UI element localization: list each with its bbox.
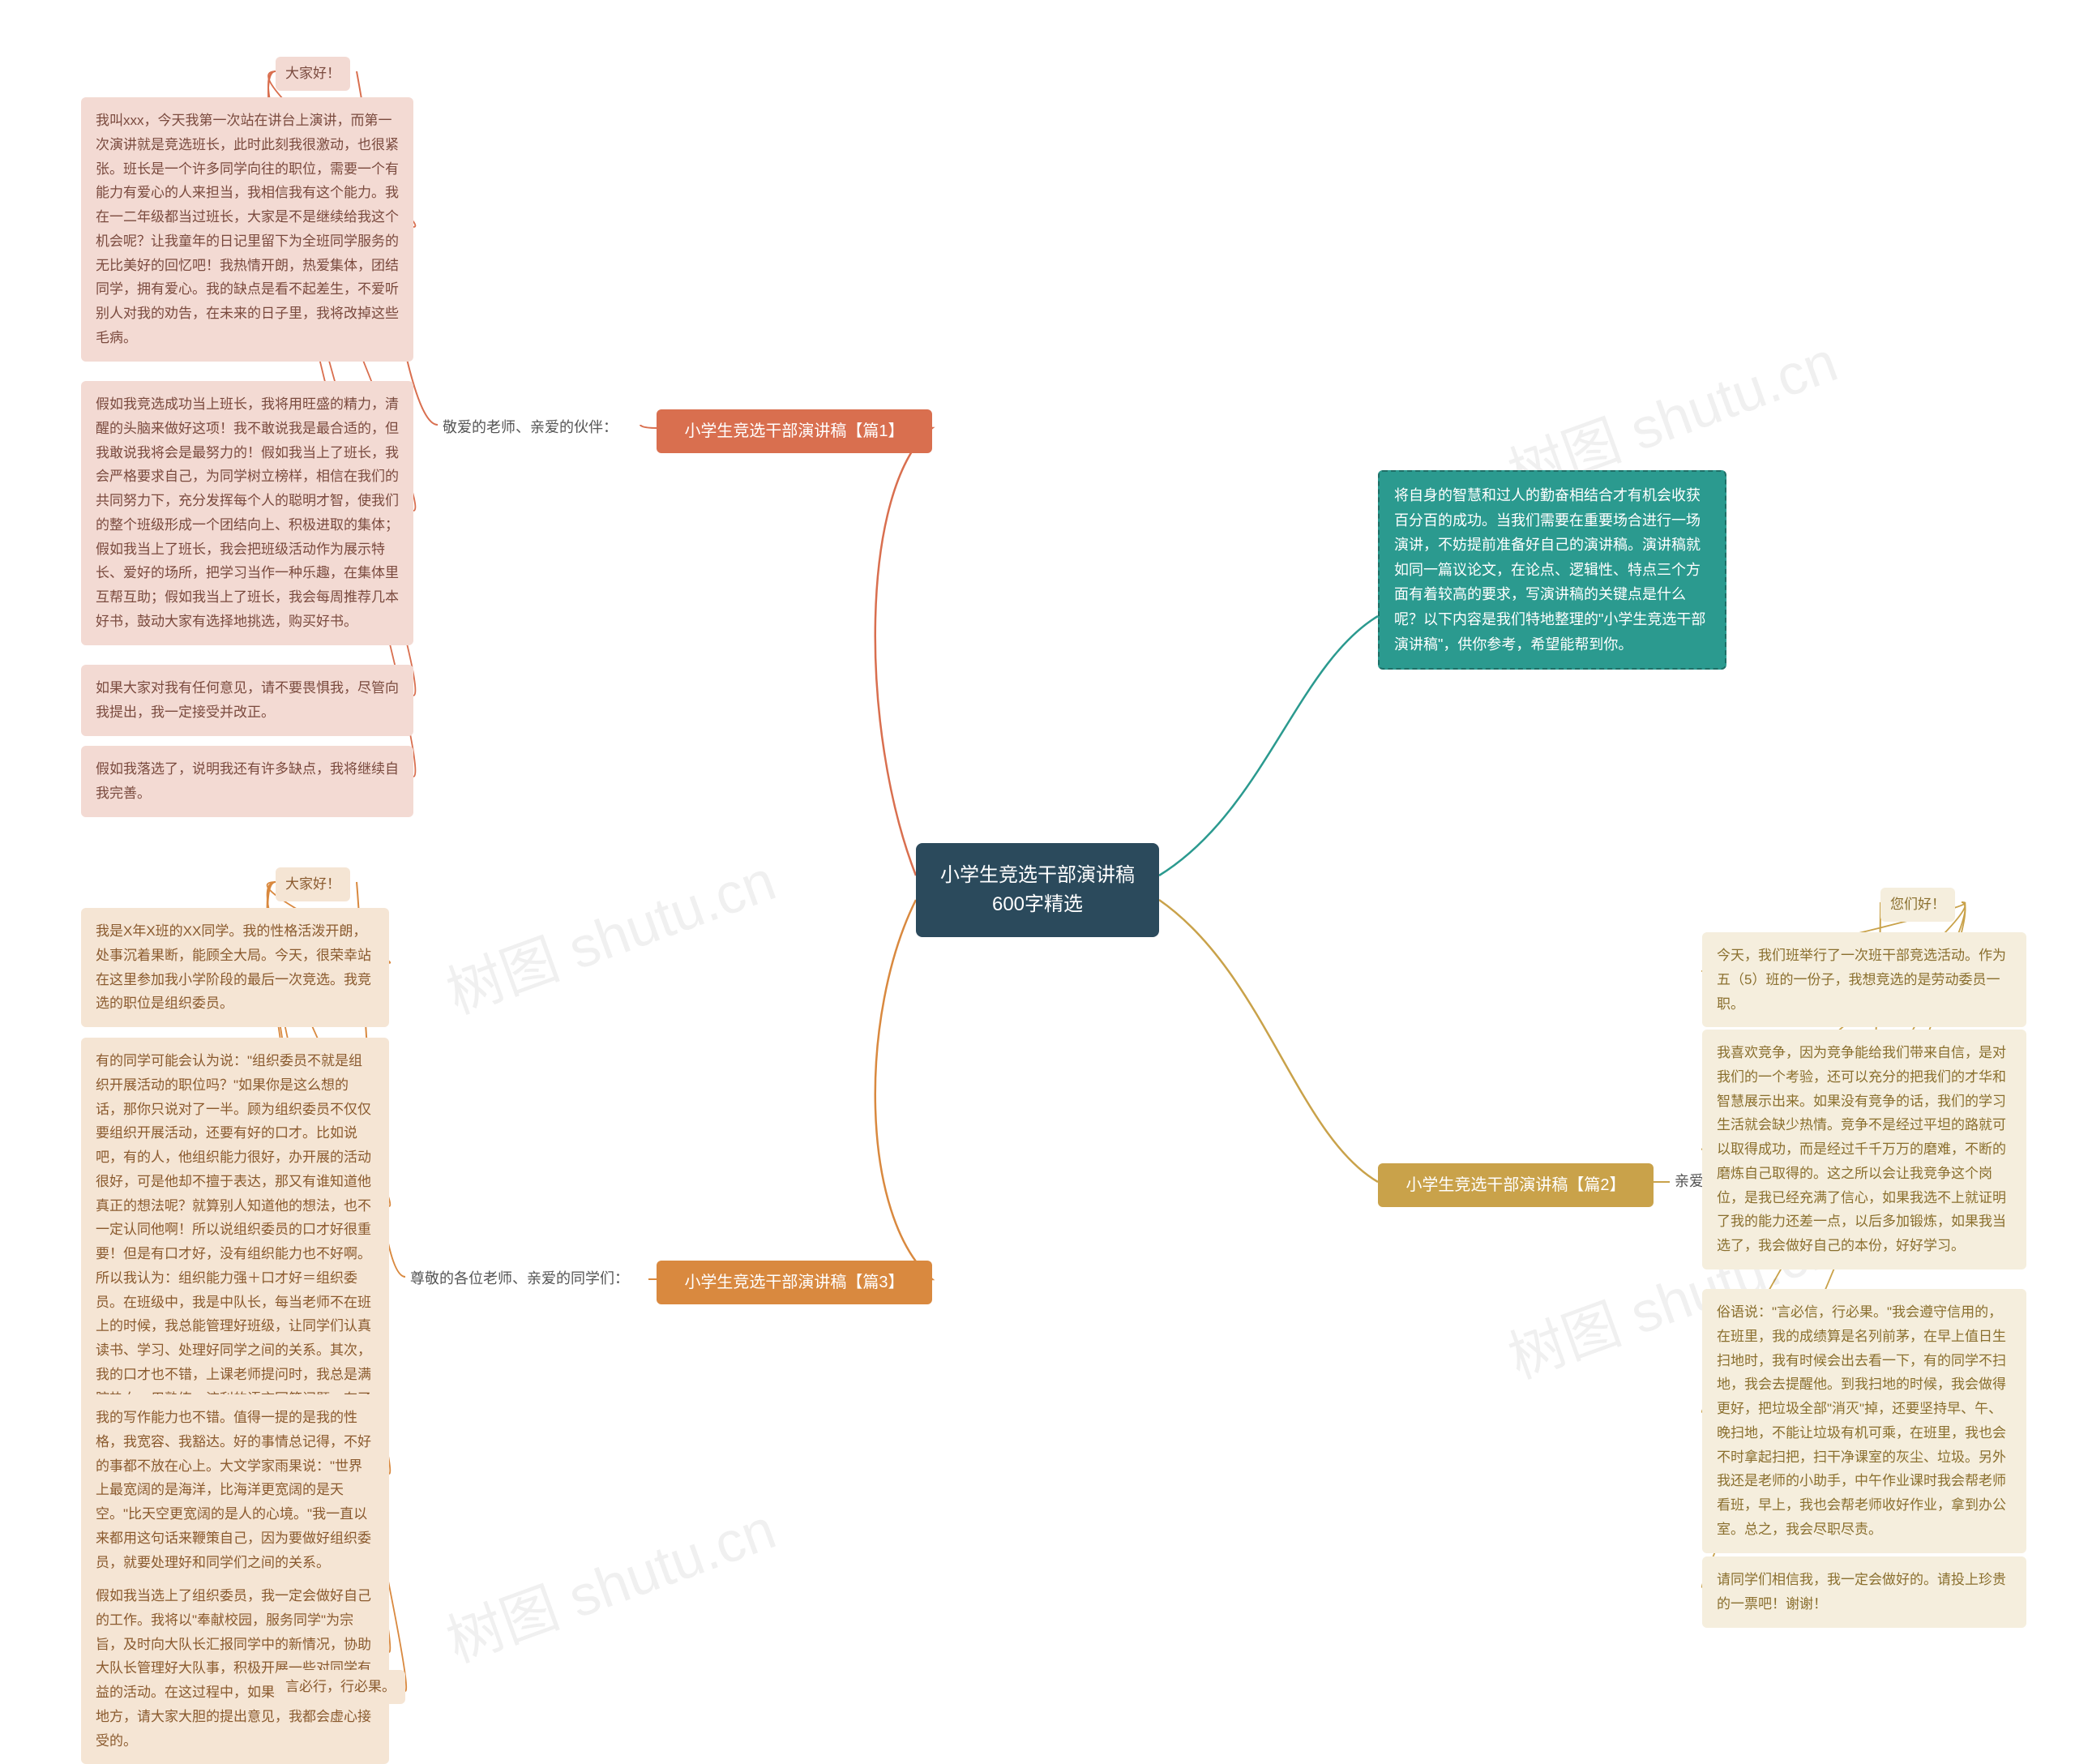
section-2-greeting: 您们好！: [1880, 888, 1955, 922]
watermark: 树图 shutu.cn: [434, 1484, 785, 1679]
leaf-node[interactable]: 假如我当选上了组织委员，我一定会做好自己的工作。我将以"奉献校园，服务同学"为宗…: [81, 1573, 389, 1764]
section-1-title[interactable]: 小学生竞选干部演讲稿【篇1】: [657, 409, 932, 453]
leaf-node[interactable]: 请同学们相信我，我一定会做好的。请投上珍贵的一票吧！谢谢！: [1702, 1556, 2026, 1628]
leaf-node[interactable]: 假如我落选了，说明我还有许多缺点，我将继续自我完善。: [81, 746, 413, 817]
leaf-node[interactable]: 我叫xxx，今天我第一次站在讲台上演讲，而第一次演讲就是竞选班长，此时此刻我很激…: [81, 97, 413, 362]
leaf-node[interactable]: 如果大家对我有任何意见，请不要畏惧我，尽管向我提出，我一定接受并改正。: [81, 665, 413, 736]
section-1-sublabel: 敬爱的老师、亲爱的伙伴：: [438, 412, 622, 443]
center-node[interactable]: 小学生竞选干部演讲稿600字精选: [916, 843, 1159, 937]
leaf-node[interactable]: 我的写作能力也不错。值得一提的是我的性格，我宽容、我豁达。好的事情总记得，不好的…: [81, 1394, 389, 1586]
leaf-node[interactable]: 今天，我们班举行了一次班干部竞选活动。作为五（5）班的一份子，我想竞选的是劳动委…: [1702, 932, 2026, 1027]
section-2-title[interactable]: 小学生竞选干部演讲稿【篇2】: [1378, 1163, 1654, 1207]
section-1-greeting: 大家好！: [276, 57, 350, 91]
leaf-node[interactable]: 我是X年X班的XX同学。我的性格活泼开朗，处事沉着果断，能顾全大局。今天，很荣幸…: [81, 908, 389, 1027]
section-3-greeting: 大家好！: [276, 867, 350, 901]
watermark: 树图 shutu.cn: [434, 836, 785, 1030]
leaf-node[interactable]: 假如我竞选成功当上班长，我将用旺盛的精力，清醒的头脑来做好这项！我不敢说我是最合…: [81, 381, 413, 645]
leaf-node[interactable]: 俗语说："言必信，行必果。"我会遵守信用的，在班里，我的成绩算是名列前茅，在早上…: [1702, 1289, 2026, 1553]
section-3-title[interactable]: 小学生竞选干部演讲稿【篇3】: [657, 1261, 932, 1304]
section-3-sublabel: 尊敬的各位老师、亲爱的同学们：: [405, 1263, 634, 1295]
leaf-node[interactable]: 言必行，行必果。: [276, 1670, 405, 1704]
leaf-node[interactable]: 我喜欢竞争，因为竞争能给我们带来自信，是对我们的一个考验，还可以充分的把我们的才…: [1702, 1030, 2026, 1269]
intro-node[interactable]: 将自身的智慧和过人的勤奋相结合才有机会收获百分百的成功。当我们需要在重要场合进行…: [1378, 470, 1726, 670]
